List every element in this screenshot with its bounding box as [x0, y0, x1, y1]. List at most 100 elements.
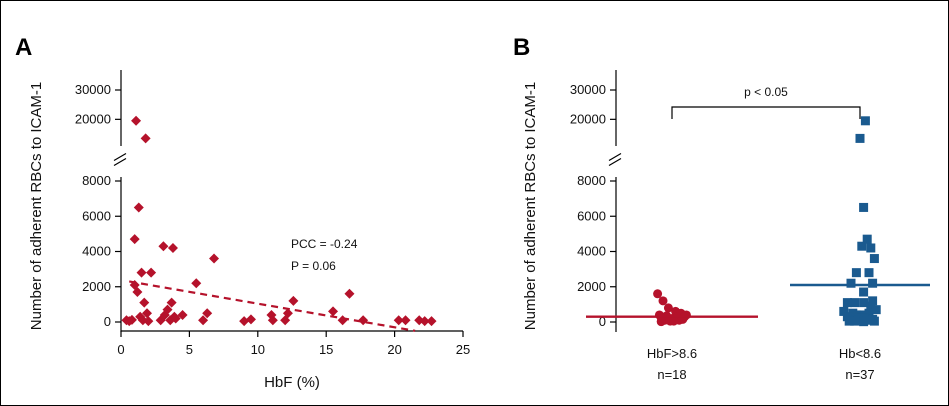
- panel-a-axis-break: [113, 152, 127, 167]
- b-y-tick-label: 6000: [577, 208, 606, 223]
- scatter-point: [131, 115, 142, 126]
- a-y-tick-label: 30000: [75, 82, 111, 97]
- dot-point: [868, 278, 878, 288]
- dot-point: [864, 268, 874, 278]
- scatter-point: [344, 288, 355, 299]
- panel-a-x-axis-title: HbF (%): [264, 374, 320, 391]
- scatter-point: [328, 306, 339, 317]
- scatter-point: [129, 234, 140, 245]
- b-y-tick-label: 20000: [570, 111, 606, 126]
- dot-point: [859, 317, 869, 327]
- scatter-point: [166, 297, 177, 308]
- dot-point: [869, 254, 879, 264]
- a-y-tick-label: 4000: [82, 244, 111, 259]
- dot-point: [859, 202, 869, 212]
- scatter-point: [177, 309, 188, 320]
- dot-point: [871, 305, 881, 315]
- panel-b-axes: [608, 70, 622, 332]
- dot-point: [850, 298, 860, 308]
- scatter-point: [140, 133, 151, 144]
- scatter-point: [282, 308, 293, 319]
- scatter-point: [132, 287, 143, 298]
- scatter-point: [158, 241, 169, 252]
- scatter-point: [198, 315, 209, 326]
- panel-a-points: [121, 115, 437, 327]
- dot-point: [855, 133, 865, 143]
- scatter-point: [393, 315, 404, 326]
- dot-point: [860, 116, 870, 126]
- panel-a-pcc-annotation: PCC = -0.24: [291, 237, 358, 251]
- scatter-point: [239, 316, 250, 327]
- dot-point: [866, 301, 876, 311]
- scatter-point: [419, 316, 430, 327]
- dot-point: [844, 316, 854, 326]
- dot-point: [846, 278, 856, 288]
- panel-b-y-axis-title: Number of adherent RBCs to ICAM-1: [522, 82, 539, 330]
- b-y-tick-label: 4000: [577, 244, 606, 259]
- scatter-point: [139, 297, 150, 308]
- a-y-tick-label: 20000: [75, 111, 111, 126]
- scatter-point: [245, 314, 256, 325]
- scatter-point: [170, 313, 181, 324]
- panel-a-p-annotation: P = 0.06: [291, 259, 336, 273]
- dot-point: [658, 296, 668, 306]
- scatter-point: [143, 316, 154, 327]
- a-x-tick-label: 15: [319, 342, 333, 357]
- a-y-tick-label: 0: [104, 314, 111, 329]
- panel-a-trendline: [129, 280, 416, 332]
- panel-b-category-label-1: Hb<8.6: [839, 346, 881, 361]
- panel-a-axes: [113, 70, 463, 332]
- dot-point: [656, 317, 666, 327]
- scatter-point: [209, 253, 220, 264]
- scatter-point: [202, 308, 213, 319]
- dot-point: [857, 241, 867, 251]
- panel-b-chart: 0 2000 4000 6000 8000 20000 30000 Number of ad…: [522, 70, 930, 382]
- a-x-tick-label: 25: [456, 342, 470, 357]
- a-y-tick-label: 8000: [82, 173, 111, 188]
- scatter-point: [146, 267, 157, 278]
- panel-a-chart: 0 2000 4000 6000 8000 20000 30000 0 5 10 15 20 25 H…: [28, 70, 470, 391]
- scatter-point: [426, 316, 437, 327]
- a-y-tick-label: 6000: [82, 208, 111, 223]
- a-x-tick-label: 5: [186, 342, 193, 357]
- scatter-point: [162, 304, 173, 315]
- b-y-tick-label: 30000: [570, 82, 606, 97]
- dot-point: [653, 289, 663, 299]
- b-y-tick-label: 0: [599, 314, 606, 329]
- scatter-point: [267, 315, 278, 326]
- dot-point: [850, 316, 860, 326]
- a-y-tick-label: 2000: [82, 279, 111, 294]
- dot-point: [663, 303, 673, 313]
- scatter-point: [337, 315, 348, 326]
- scatter-point: [191, 278, 202, 289]
- scatter-point: [126, 314, 137, 325]
- dot-point: [866, 243, 876, 253]
- scatter-point: [400, 315, 411, 326]
- dot-point: [842, 298, 852, 308]
- panel-b-points: [653, 116, 881, 327]
- dot-point: [859, 287, 869, 297]
- b-y-tick-label: 2000: [577, 279, 606, 294]
- panel-a-y-axis-title: Number of adherent RBCs to ICAM-1: [28, 82, 45, 330]
- dot-point: [669, 316, 679, 326]
- panel-b-category-label-0: HbF>8.6: [647, 346, 697, 361]
- dot-point: [851, 268, 861, 278]
- dot-point: [868, 296, 878, 306]
- scatter-point: [167, 242, 178, 253]
- scatter-point: [288, 295, 299, 306]
- a-x-tick-label: 0: [117, 342, 124, 357]
- dot-point: [859, 298, 869, 308]
- dot-point: [869, 316, 879, 326]
- panel-b-significance-label: p < 0.05: [744, 85, 788, 99]
- panel-b-significance-bracket: [671, 106, 861, 119]
- a-x-tick-label: 20: [387, 342, 401, 357]
- dot-point: [839, 306, 849, 316]
- dot-point: [862, 234, 872, 244]
- panel-a-x-ticks: 0 5 10 15 20 25: [117, 331, 470, 357]
- scatter-point: [136, 267, 147, 278]
- dot-point: [864, 308, 874, 318]
- panel-a-label: A: [15, 34, 32, 61]
- panel-b-y-ticks: 0 2000 4000 6000 8000 20000 30000: [570, 82, 616, 329]
